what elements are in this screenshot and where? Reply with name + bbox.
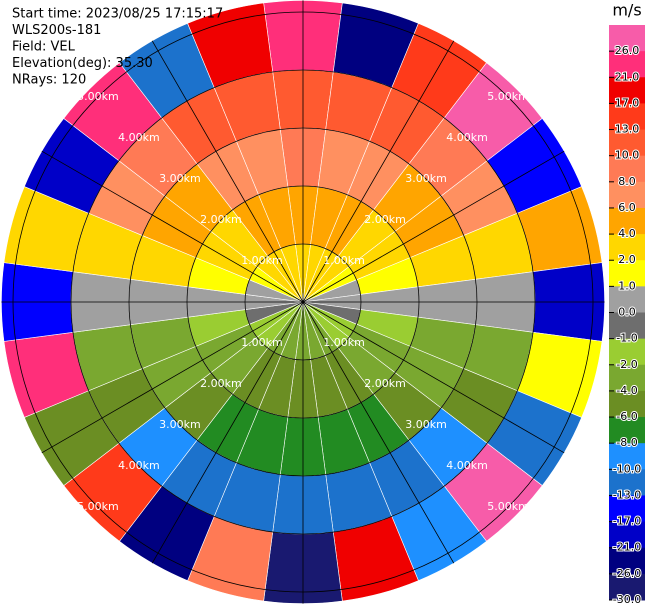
colorbar-bin (609, 312, 645, 340)
colorbar-tick-label: -4.0 (616, 384, 637, 397)
ring-label: 1.00km (323, 254, 365, 267)
colorbar-bin (609, 25, 645, 52)
colorbar-title: m/s (612, 1, 641, 20)
colorbar-tick-label: 17.0 (615, 96, 640, 109)
ring-label: 4.00km (446, 459, 488, 472)
colorbar-bin (609, 547, 645, 575)
colorbar-tick-label: 6.0 (618, 201, 636, 214)
colorbar-tick-label: -8.0 (616, 436, 637, 449)
header-line: Start time: 2023/08/25 17:15:17 (12, 7, 223, 22)
colorbar-bin (609, 181, 645, 209)
colorbar-tick-label: -26.0 (613, 567, 641, 580)
ring-label: 4.00km (118, 459, 160, 472)
ring-label: 4.00km (446, 131, 488, 144)
colorbar: m/s 26.0 21.0 17.0 13.0 10.0 8.0 6.0 4.0 2.0 1.0 0.… (609, 1, 645, 607)
ring-label: 1.00km (241, 254, 283, 267)
ring-label: 5.00km (77, 90, 119, 103)
spoke (302, 150, 565, 303)
colorbar-tick-label: 21.0 (615, 70, 640, 83)
radar-field (1, 0, 605, 604)
ring-label: 2.00km (200, 377, 242, 390)
spoke (302, 301, 565, 454)
header-line: Elevation(deg): 35.30 (12, 56, 153, 71)
colorbar-tick-label: 8.0 (618, 175, 636, 188)
colorbar-bin (609, 286, 645, 313)
ring-label: 3.00km (405, 172, 447, 185)
colorbar-bin (609, 443, 645, 470)
overlay: 1.00km 1.00km 1.00km 1.00km 2.00km 2.00km 2.00… (1, 0, 605, 604)
ring-label: 1.00km (323, 336, 365, 349)
colorbar-tick-label: -17.0 (613, 515, 641, 528)
colorbar-bin (609, 129, 645, 157)
ring-label: 3.00km (159, 418, 201, 431)
ring-label: 2.00km (200, 213, 242, 226)
range-ring (70, 69, 536, 535)
ring-label: 4.00km (118, 131, 160, 144)
colorbar-bin (609, 417, 645, 444)
colorbar-bin (609, 207, 645, 235)
ring-label: 5.00km (487, 90, 529, 103)
colorbar-bin (609, 364, 645, 392)
range-ring (128, 127, 478, 477)
ring-label: 3.00km (159, 172, 201, 185)
ring-label: 5.00km (487, 500, 529, 513)
range-ring (12, 11, 594, 593)
spoke (151, 301, 304, 564)
colorbar-tick-label: 2.0 (618, 253, 636, 266)
colorbar-tick-label: -13.0 (613, 488, 641, 501)
spoke (41, 150, 304, 303)
spoke (302, 40, 455, 303)
colorbar-bin (609, 260, 645, 287)
colorbar-bin (609, 51, 645, 78)
ring-label: 5.00km (77, 500, 119, 513)
colorbar-tick-label: 1.0 (618, 279, 636, 292)
colorbar-bin (609, 234, 645, 261)
ring-label: 3.00km (405, 418, 447, 431)
colorbar-tick-label: 0.0 (618, 306, 636, 319)
ring-label: 2.00km (364, 213, 406, 226)
ring-label: 2.00km (364, 377, 406, 390)
colorbar-bin (609, 77, 645, 104)
range-ring (244, 243, 362, 361)
colorbar-bin (609, 390, 645, 418)
colorbar-bin (609, 521, 645, 549)
colorbar-tick-label: -30.0 (613, 593, 641, 606)
colorbar-tick-label: 13.0 (615, 123, 640, 136)
spoke (151, 40, 304, 303)
colorbar-tick-label: -21.0 (613, 541, 641, 554)
spoke (41, 301, 304, 454)
colorbar-bin (609, 103, 645, 131)
colorbar-tick-label: 4.0 (618, 227, 636, 240)
colorbar-tick-label: -1.0 (616, 332, 637, 345)
colorbar-tick-label: -6.0 (616, 410, 637, 423)
ring-label: 1.00km (241, 336, 283, 349)
header-line: WLS200s-181 (12, 23, 101, 38)
colorbar-tick-label: -10.0 (613, 462, 641, 475)
colorbar-bin (609, 338, 645, 366)
range-ring (186, 185, 420, 419)
colorbar-tick-label: 10.0 (615, 149, 640, 162)
header-line: NRays: 120 (12, 73, 86, 88)
colorbar-bin (609, 495, 645, 523)
colorbar-bin (609, 155, 645, 183)
spoke (302, 301, 455, 564)
header-line: Field: VEL (12, 40, 76, 55)
colorbar-bin (609, 469, 645, 496)
colorbar-bin (609, 573, 645, 601)
colorbar-tick-label: -2.0 (616, 358, 637, 371)
header: Start time: 2023/08/25 17:15:17WLS200s-1… (12, 7, 223, 88)
colorbar-tick-label: 26.0 (615, 44, 640, 57)
